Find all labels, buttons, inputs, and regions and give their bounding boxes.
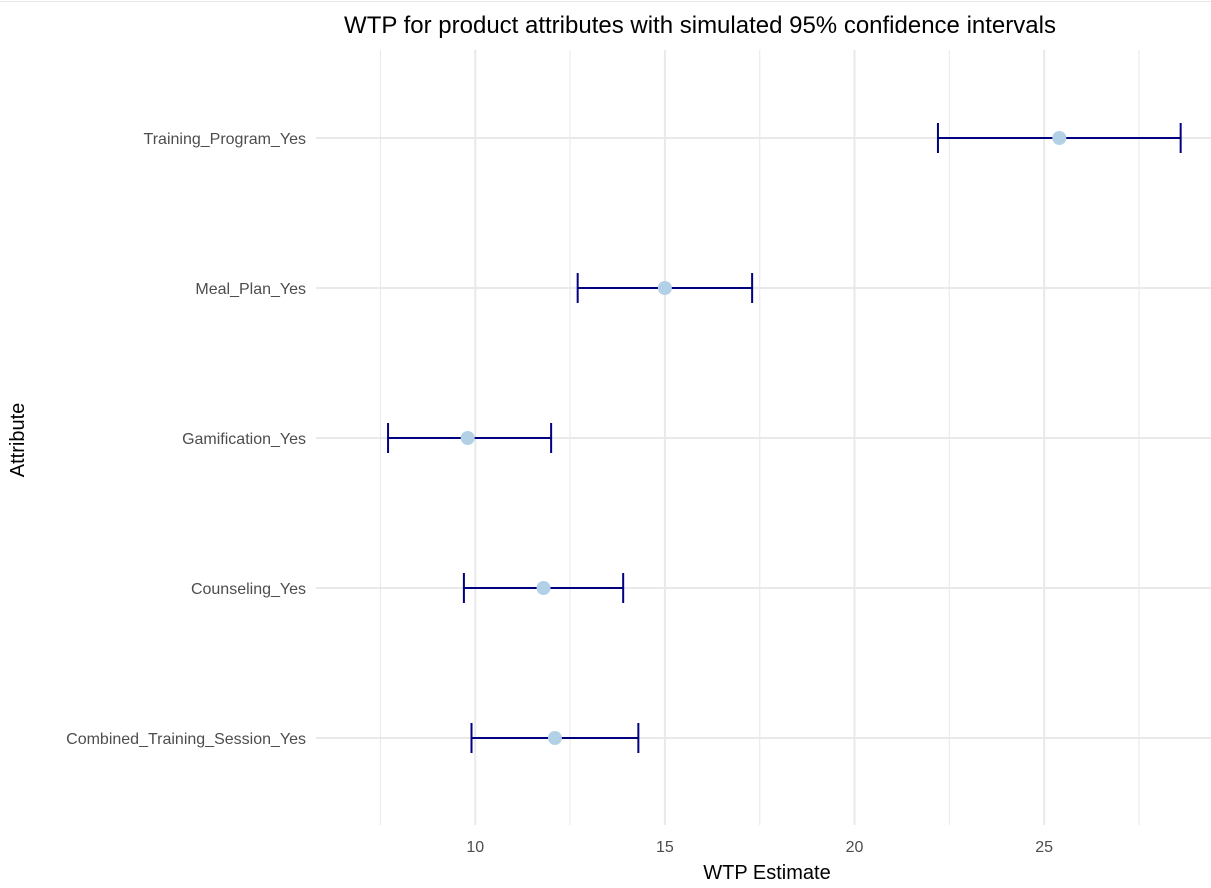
interval-series (387, 123, 1182, 753)
x-tick-labels: 10 15 20 25 (466, 839, 1053, 856)
interval-row (936, 123, 1182, 153)
y-tick-label: Counseling_Yes (191, 581, 306, 598)
interval-row (387, 423, 553, 453)
top-border-line (0, 1, 1211, 2)
y-axis-title: Attribute (7, 403, 29, 477)
x-axis-title: WTP Estimate (703, 862, 830, 884)
y-tick-label: Gamification_Yes (182, 431, 306, 448)
x-tick-label: 15 (656, 839, 674, 856)
estimate-point (547, 731, 562, 745)
estimate-point (536, 581, 551, 595)
estimate-point (657, 281, 672, 295)
interval-row (462, 573, 625, 603)
chart-title: WTP for product attributes with simulate… (344, 12, 1056, 39)
interval-row (576, 273, 754, 303)
interval-row (470, 723, 640, 753)
x-tick-label: 10 (466, 839, 484, 856)
estimate-point (460, 431, 475, 445)
y-tick-labels: Training_Program_Yes Meal_Plan_Yes Gamific… (66, 131, 306, 748)
x-tick-label: 25 (1035, 839, 1053, 856)
estimate-point (1052, 131, 1067, 145)
x-tick-label: 20 (846, 839, 864, 856)
y-tick-label: Training_Program_Yes (144, 131, 306, 148)
y-tick-label: Combined_Training_Session_Yes (66, 731, 306, 748)
y-tick-label: Meal_Plan_Yes (195, 281, 306, 298)
